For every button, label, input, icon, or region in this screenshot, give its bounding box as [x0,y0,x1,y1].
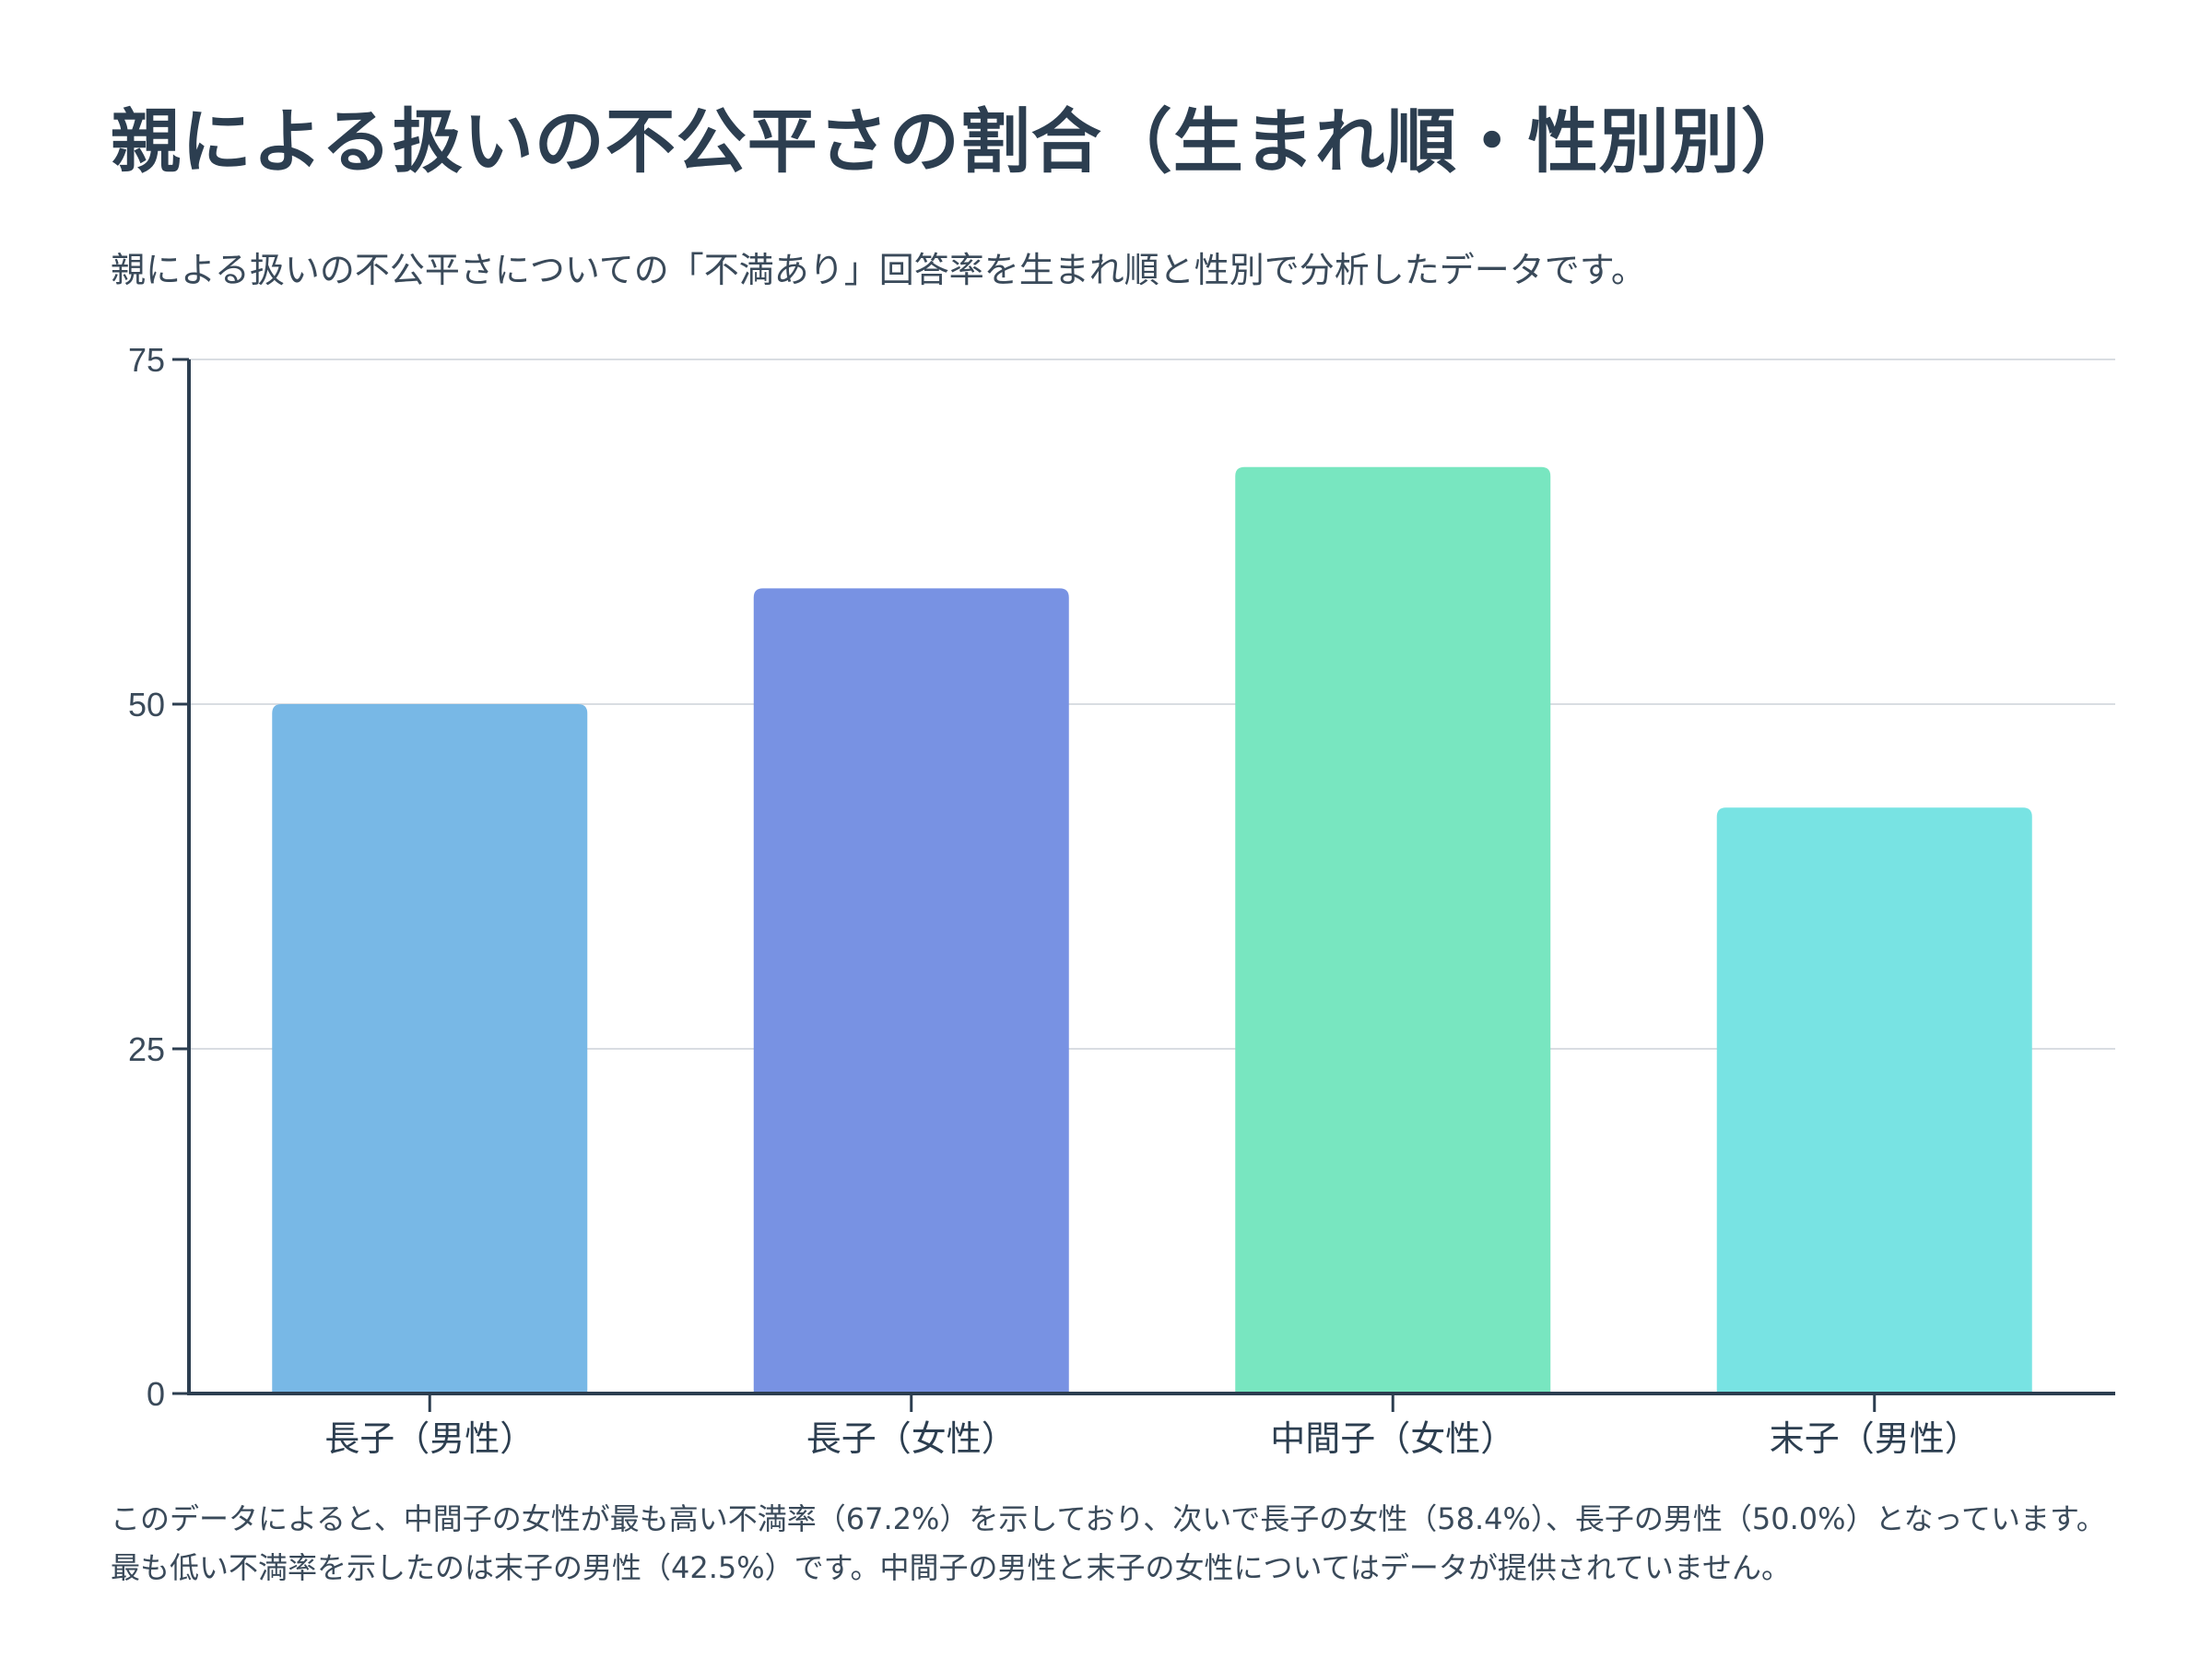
x-tick-label-4: 末子（男性） [1770,1418,1980,1459]
chart-subtitle: 親による扱いの不公平さについての「不満あり」回答率を生まれ順と性別で分析したデー… [111,250,1646,290]
axes [172,358,2115,1412]
y-tick-label-25: 25 [128,1030,165,1068]
bar-2[interactable] [753,588,1069,1394]
axis-labels: 0 25 50 75 長子（男性） 長子（女性） 中間子（女性） 末子（男性） [128,341,1980,1459]
bar-3[interactable] [1235,466,1551,1394]
x-tick-label-1: 長子（男性） [324,1418,535,1459]
bars [272,466,2032,1394]
chart-title: 親による扱いの不公平さの割合（生まれ順・性別別） [111,100,1812,182]
y-tick-label-75: 75 [128,341,165,379]
y-tick-label-50: 50 [128,686,165,723]
bar-1[interactable] [272,704,588,1394]
bar-chart: 0 25 50 75 長子（男性） 長子（女性） 中間子（女性） 末子（男性） [128,341,2115,1459]
chart-footnote: このデータによると、中間子の女性が最も高い不満率（67.2%）を示しており、次い… [111,1501,2106,1585]
x-tick-label-2: 長子（女性） [806,1418,1017,1459]
y-tick-label-0: 0 [147,1375,165,1413]
x-tick-label-3: 中間子（女性） [1270,1418,1515,1459]
bar-4[interactable] [1716,807,2032,1394]
